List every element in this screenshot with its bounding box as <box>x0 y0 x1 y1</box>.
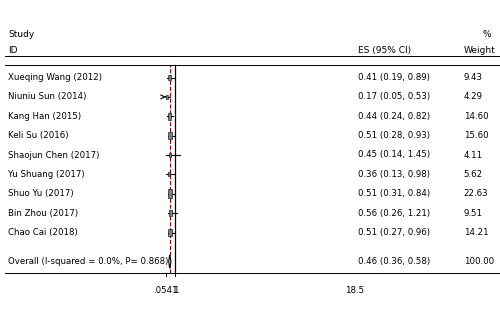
Text: 0.44 (0.24, 0.82): 0.44 (0.24, 0.82) <box>358 112 430 121</box>
Text: Yu Shuang (2017): Yu Shuang (2017) <box>8 170 85 179</box>
Bar <box>168 75 170 80</box>
Text: ID: ID <box>8 46 18 55</box>
Text: 0.41 (0.19, 0.89): 0.41 (0.19, 0.89) <box>358 73 430 82</box>
Text: Chao Cai (2018): Chao Cai (2018) <box>8 228 78 237</box>
Text: 5.62: 5.62 <box>464 170 483 179</box>
Text: Study: Study <box>8 30 34 39</box>
Text: 22.63: 22.63 <box>464 189 488 198</box>
Text: 100.00: 100.00 <box>464 257 494 266</box>
Bar <box>168 113 172 120</box>
Text: 4.11: 4.11 <box>464 150 483 160</box>
Text: Xueqing Wang (2012): Xueqing Wang (2012) <box>8 73 102 82</box>
Text: Kang Han (2015): Kang Han (2015) <box>8 112 82 121</box>
Bar <box>170 210 172 216</box>
Text: Weight: Weight <box>464 46 496 55</box>
Text: 4.29: 4.29 <box>464 92 483 101</box>
Text: 14.21: 14.21 <box>464 228 488 237</box>
Text: 0.51 (0.28, 0.93): 0.51 (0.28, 0.93) <box>358 131 430 140</box>
Text: %: % <box>482 30 491 39</box>
Text: 15.60: 15.60 <box>464 131 488 140</box>
Text: Keli Su (2016): Keli Su (2016) <box>8 131 69 140</box>
Text: 0.51 (0.31, 0.84): 0.51 (0.31, 0.84) <box>358 189 430 198</box>
Text: ES (95% CI): ES (95% CI) <box>358 46 411 55</box>
Bar <box>168 189 172 198</box>
Text: 0.51 (0.27, 0.96): 0.51 (0.27, 0.96) <box>358 228 430 237</box>
Text: 0.17 (0.05, 0.53): 0.17 (0.05, 0.53) <box>358 92 430 101</box>
Bar <box>168 132 172 139</box>
Text: 0.56 (0.26, 1.21): 0.56 (0.26, 1.21) <box>358 209 430 218</box>
Bar <box>166 95 168 99</box>
Bar <box>168 229 172 236</box>
Bar <box>168 172 170 176</box>
Text: 9.43: 9.43 <box>464 73 483 82</box>
Text: 9.51: 9.51 <box>464 209 483 218</box>
Text: Shuo Yu (2017): Shuo Yu (2017) <box>8 189 74 198</box>
Text: 0.36 (0.13, 0.98): 0.36 (0.13, 0.98) <box>358 170 430 179</box>
Text: Shaojun Chen (2017): Shaojun Chen (2017) <box>8 150 100 160</box>
Text: Niuniu Sun (2014): Niuniu Sun (2014) <box>8 92 87 101</box>
Text: 14.60: 14.60 <box>464 112 488 121</box>
Polygon shape <box>168 255 171 268</box>
Text: 0.45 (0.14, 1.45): 0.45 (0.14, 1.45) <box>358 150 430 160</box>
Text: Overall (I-squared = 0.0%, P= 0.868): Overall (I-squared = 0.0%, P= 0.868) <box>8 257 169 266</box>
Bar <box>168 153 170 157</box>
Text: Bin Zhou (2017): Bin Zhou (2017) <box>8 209 78 218</box>
Text: 0.46 (0.36, 0.58): 0.46 (0.36, 0.58) <box>358 257 430 266</box>
